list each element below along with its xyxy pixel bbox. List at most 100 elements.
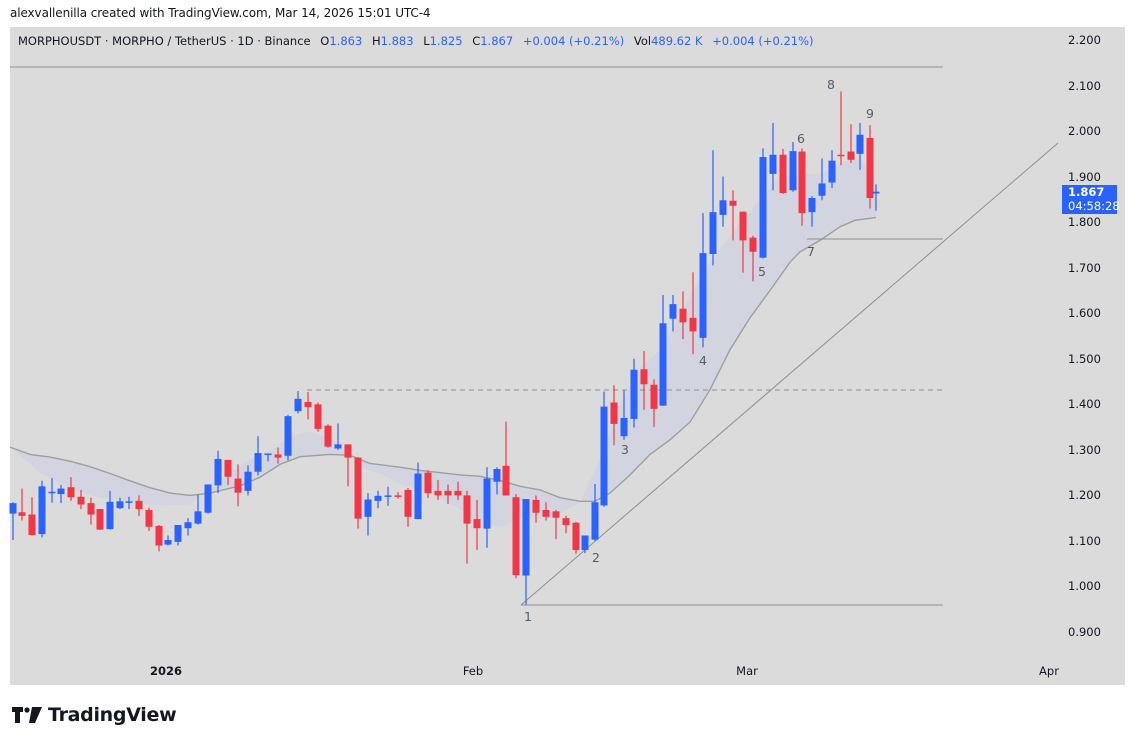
price-tick: 2.100 [1068, 78, 1101, 93]
candle-down [572, 522, 580, 551]
candle-up [483, 478, 491, 529]
candle-up [808, 198, 816, 213]
open-value: 1.863 [329, 34, 363, 48]
candle-down [77, 496, 85, 505]
price-tick: 2.200 [1068, 33, 1101, 47]
candle-up [769, 154, 777, 174]
volume-value: 489.62 K [651, 34, 703, 48]
wave-label: 4 [699, 353, 707, 368]
candle-down [679, 308, 687, 323]
candle-down [866, 137, 874, 199]
time-tick: Mar [736, 664, 758, 678]
candle-up [659, 323, 667, 406]
high-label: H [371, 34, 381, 48]
symbol-title[interactable]: MORPHOUSDT · MORPHO / TetherUS · 1D · Bi… [18, 34, 311, 48]
trendline-line [520, 142, 1059, 606]
candle-up [38, 486, 46, 535]
candle-up [116, 501, 124, 509]
candle-down [650, 384, 658, 409]
candle-up [789, 151, 797, 191]
candle-down [28, 514, 36, 536]
wave-label: 5 [758, 264, 766, 279]
bar-countdown: 04:58:28 [1068, 198, 1120, 213]
candle-up [106, 501, 114, 530]
candle-down [135, 500, 143, 510]
change-value: +0.004 (+0.21%) [522, 34, 625, 48]
candle-up [194, 511, 202, 524]
candle-up [493, 468, 501, 482]
candle-up [57, 488, 65, 495]
price-tick: 1.600 [1068, 306, 1101, 321]
last-price: 1.867 [1068, 185, 1105, 199]
candle-up [264, 453, 272, 456]
candle-down [155, 525, 163, 546]
volume-label: Vol [633, 34, 652, 48]
candle-up [759, 157, 767, 258]
candle-down [610, 402, 618, 424]
chart-credit: alexvallenilla created with TradingView.… [10, 6, 431, 20]
price-tick: 1.200 [1068, 488, 1101, 503]
candle-down [234, 478, 242, 493]
candle-down [640, 369, 648, 385]
last-price-tag: 1.867 04:58:28 [1062, 185, 1120, 214]
candle-down [274, 454, 282, 458]
candle-down [444, 490, 452, 496]
candle-up [284, 416, 292, 456]
candle-down [749, 237, 757, 252]
price-tick: 2.000 [1068, 124, 1101, 139]
candle-up [334, 444, 342, 449]
close-label: C [472, 34, 481, 48]
candle-down [502, 465, 510, 496]
candle-up [620, 417, 628, 437]
candle-down [434, 490, 442, 496]
candle-down [847, 151, 855, 160]
candle-down [87, 503, 95, 515]
candle-up [709, 212, 717, 255]
candle-up [600, 406, 608, 506]
candle-up [591, 502, 599, 540]
candle-up [856, 134, 864, 154]
wave-label: 6 [797, 131, 805, 146]
wave-label: 9 [866, 106, 874, 121]
low-value: 1.825 [429, 34, 463, 48]
candle-up [872, 191, 880, 194]
candle-up [522, 499, 530, 576]
candle-down [354, 457, 362, 519]
candle-down [739, 211, 747, 241]
price-tick: 1.300 [1068, 442, 1101, 457]
candle-up [818, 183, 826, 196]
candle-down [304, 402, 312, 408]
candle-up [164, 540, 172, 545]
candle-down [689, 317, 697, 332]
candle-up [244, 471, 252, 491]
candle-up [294, 398, 302, 412]
time-tick: 2026 [149, 664, 183, 678]
candle-down [552, 511, 560, 518]
candle-down [454, 490, 462, 496]
tradingview-logo[interactable]: TradingView [12, 704, 177, 726]
tradingview-logo-icon [12, 707, 42, 723]
candle-down [96, 509, 104, 530]
candle-up [254, 453, 262, 472]
low-label: L [423, 34, 430, 48]
candle-down [729, 200, 737, 206]
candle-up [581, 535, 589, 551]
symbol-legend: MORPHOUSDT · MORPHO / TetherUS · 1D · Bi… [18, 34, 814, 48]
price-tick: 0.900 [1068, 625, 1101, 640]
price-tick: 1.700 [1068, 260, 1101, 275]
candle-up [184, 522, 192, 529]
volume-change-value: +0.004 (+0.21%) [712, 34, 814, 48]
candle-up [9, 503, 17, 514]
price-tick: 1.100 [1068, 533, 1101, 548]
time-tick: Apr [1039, 664, 1059, 678]
chart-panel[interactable] [10, 27, 1125, 685]
candle-up [364, 499, 372, 517]
candle-up [174, 525, 182, 542]
candle-down [18, 512, 26, 516]
candle-up [374, 495, 382, 501]
candle-down [542, 509, 550, 517]
candle-down [314, 404, 322, 429]
candle-up [204, 484, 212, 513]
close-value: 1.867 [480, 34, 514, 48]
